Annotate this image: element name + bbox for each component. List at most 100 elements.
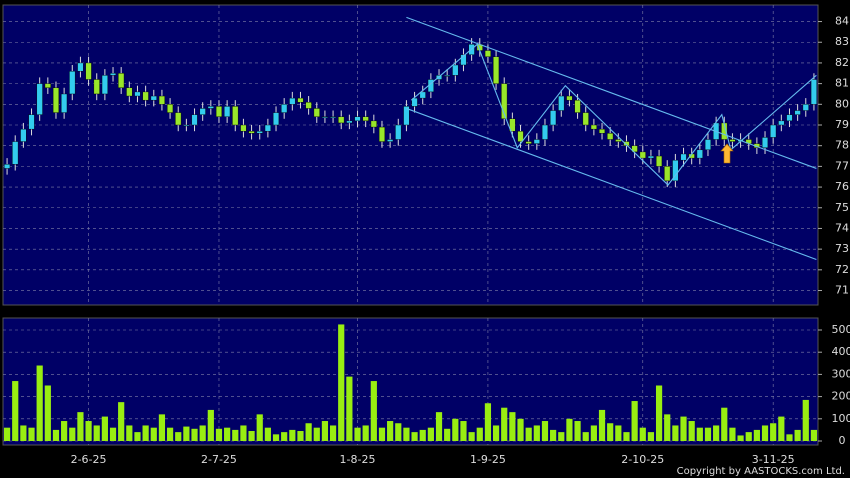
volume-bar (525, 427, 532, 442)
candle-body (387, 139, 394, 142)
volume-bar (484, 403, 492, 442)
y-tick-label: 73 (835, 242, 849, 255)
candle-body (12, 141, 19, 165)
volume-bar (158, 414, 166, 442)
volume-bar (191, 428, 198, 442)
candle-body (28, 114, 35, 130)
volume-bar (313, 427, 320, 442)
volume-bar (590, 425, 597, 442)
volume-bar (183, 426, 190, 442)
volume-bar (69, 427, 76, 442)
panel-background (2, 317, 819, 446)
volume-bar (501, 407, 508, 442)
volume-bar (61, 421, 68, 442)
volume-bar (207, 409, 214, 442)
volume-bar (126, 425, 133, 442)
candle-body (101, 75, 108, 95)
volume-bar (574, 421, 581, 442)
y-tick-label: 74 (835, 221, 849, 234)
candle-body (109, 73, 117, 76)
volume-bar (623, 432, 630, 442)
volume-bar (615, 425, 622, 442)
volume-bar (378, 427, 386, 442)
volume-bar (232, 429, 239, 442)
y-tick-label: 82 (835, 56, 849, 69)
candle-body (175, 112, 182, 126)
candle-body (778, 120, 785, 126)
volume-bar (761, 425, 769, 442)
candle-body (167, 104, 174, 113)
candle-body (395, 124, 402, 140)
candle-body (598, 128, 606, 134)
volume-bar (118, 402, 125, 442)
volume-bar (607, 423, 614, 442)
candle-body (272, 112, 280, 126)
candle-body (215, 106, 223, 117)
volume-bar (672, 425, 679, 442)
candle-body (240, 124, 247, 132)
credit: Copyright by AASTOCKS.com Ltd. (677, 466, 845, 477)
candle-body (631, 145, 638, 153)
y-tick-label: 200 (832, 390, 850, 403)
y-tick-label: 80 (835, 97, 849, 110)
candle-body (566, 95, 573, 101)
candle-body (191, 114, 198, 126)
volume-bar (778, 416, 785, 442)
candle-body (647, 155, 654, 159)
volume-bar (248, 431, 255, 442)
volume-bar (753, 429, 760, 442)
volume-bar (321, 421, 329, 442)
volume-bar (256, 414, 263, 442)
candle-body (403, 106, 410, 126)
candle-body (574, 99, 581, 113)
candle-body (330, 116, 337, 118)
volume-bar (737, 435, 744, 442)
candle-body (729, 139, 736, 142)
candle-body (623, 141, 630, 146)
candle-body (118, 73, 125, 88)
volume-bar (492, 425, 500, 442)
volume-bar (688, 421, 695, 442)
y-tick-label: 300 (832, 367, 850, 380)
volume-bar (281, 432, 288, 442)
volume-bar (810, 429, 818, 442)
candle-body (362, 116, 369, 122)
volume-bar (452, 418, 459, 442)
volume-bar (52, 429, 60, 442)
candle-body (150, 95, 157, 101)
volume-bar (713, 425, 720, 442)
candle-body (61, 93, 68, 113)
candle-body (493, 56, 500, 84)
volume-bar (582, 432, 589, 442)
candle-body (289, 97, 296, 105)
y-tick-label: 78 (835, 139, 849, 152)
y-tick-label: 75 (835, 201, 849, 214)
volume-bar (20, 425, 27, 442)
candle-body (378, 126, 386, 142)
candle-body (93, 79, 100, 95)
candle-body (517, 131, 524, 142)
volume-bar (598, 409, 606, 442)
volume-bar (460, 421, 467, 442)
volume-bar (264, 427, 271, 442)
plot-layer: 71 72 73 74 75 76 77 78 79 80 81 82 83 84 0 100 200 300 40… (2, 4, 850, 466)
volume-bar (370, 381, 377, 442)
trend-line (410, 43, 817, 186)
volume-bar (721, 407, 728, 442)
trend-line (406, 107, 817, 260)
candle-body (444, 75, 451, 77)
volume-bar (680, 416, 687, 442)
candle-body (77, 62, 84, 72)
volume-bar (12, 381, 19, 442)
volume-bar (44, 385, 51, 442)
candle-body (696, 149, 703, 159)
candle-body (582, 112, 589, 126)
candle-body (704, 139, 712, 151)
candle-body (126, 87, 133, 97)
volume-bar (786, 434, 793, 442)
candle-body (297, 97, 304, 103)
y-tick-label: 71 (835, 284, 849, 297)
candle-body (639, 151, 646, 159)
volume-bar (476, 427, 483, 442)
volume-bar (696, 427, 703, 442)
